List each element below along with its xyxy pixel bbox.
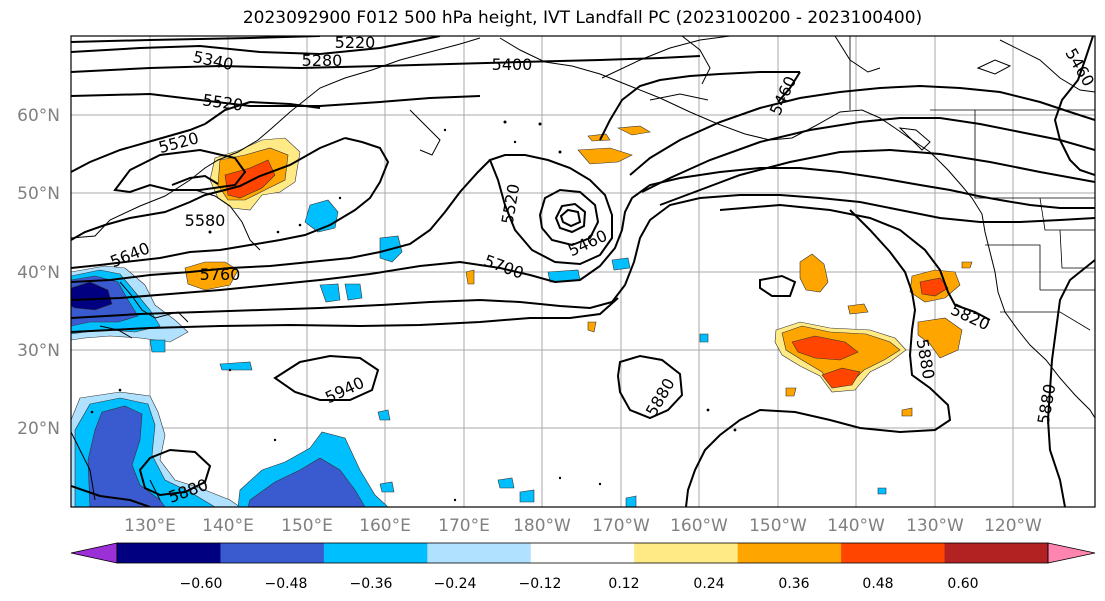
lon-label: 170°E — [438, 516, 490, 536]
lat-label: 30°N — [17, 341, 60, 361]
lon-label: 130°W — [906, 516, 964, 536]
contour-label: 5580 — [185, 211, 226, 230]
lat-label: 40°N — [17, 263, 60, 283]
ivt-negative-shading — [71, 199, 887, 507]
contour-label: 5220 — [335, 33, 376, 52]
lon-label: 140°W — [827, 516, 885, 536]
lat-label: 60°N — [17, 106, 60, 126]
ivt-positive-shading — [184, 125, 973, 417]
lat-label: 50°N — [17, 184, 60, 204]
borders — [849, 36, 1095, 331]
colorbar-frame — [116, 542, 1049, 564]
islands — [90, 120, 737, 502]
lon-label: 170°W — [592, 516, 650, 536]
lon-label: 120°W — [984, 516, 1042, 536]
colorbar-tick-label: 0.60 — [947, 576, 978, 592]
map-border — [70, 35, 1096, 508]
colorbar-tick-label: 0.12 — [608, 576, 639, 592]
lon-label: 150°W — [749, 516, 807, 536]
colorbar-extend-max — [1047, 542, 1096, 564]
colorbar-segment — [117, 543, 221, 563]
colorbar-tick-label: −0.60 — [180, 576, 223, 592]
lon-label: 160°W — [670, 516, 728, 536]
colorbar-tick-label: −0.12 — [519, 576, 562, 592]
lon-label: 130°E — [124, 516, 176, 536]
colorbar-extend-min — [70, 542, 118, 564]
colorbar-tick-label: −0.36 — [350, 576, 393, 592]
height-contours — [71, 36, 1095, 507]
colorbar-tick-label: 0.24 — [693, 576, 724, 592]
lon-label: 180°W — [513, 516, 571, 536]
longitude-labels: 130°E 140°E 150°E 160°E 170°E 180°W 170°… — [124, 516, 1042, 536]
colorbar-tick-label: 0.48 — [862, 576, 893, 592]
colorbar-segment — [737, 543, 842, 563]
colorbar-tick-label: −0.24 — [434, 576, 477, 592]
lon-label: 160°E — [359, 516, 411, 536]
contour-label: 5280 — [302, 51, 343, 70]
colorbar-segment — [530, 543, 635, 563]
colorbar-segment — [323, 543, 428, 563]
contour-label: 5400 — [492, 55, 533, 74]
colorbar-tick-label: −0.48 — [265, 576, 308, 592]
colorbar-tick-label: 0.36 — [778, 576, 809, 592]
colorbar-segment — [427, 543, 532, 563]
lat-label: 20°N — [17, 419, 60, 439]
map-title: 2023092900 F012 500 hPa height, IVT Land… — [242, 8, 923, 28]
lon-label: 140°E — [202, 516, 254, 536]
colorbar-segment — [841, 543, 946, 563]
colorbar — [70, 542, 1096, 564]
colorbar-segment — [220, 543, 325, 563]
latitude-labels: 60°N 50°N 40°N 30°N 20°N — [17, 106, 60, 439]
colorbar-segment — [944, 543, 1049, 563]
contour-label: 5760 — [200, 265, 241, 284]
colorbar-segment — [634, 543, 739, 563]
colorbar-ticks: −0.60 −0.48 −0.36 −0.24 −0.12 0.12 0.24 … — [180, 576, 979, 592]
lon-label: 150°E — [281, 516, 333, 536]
